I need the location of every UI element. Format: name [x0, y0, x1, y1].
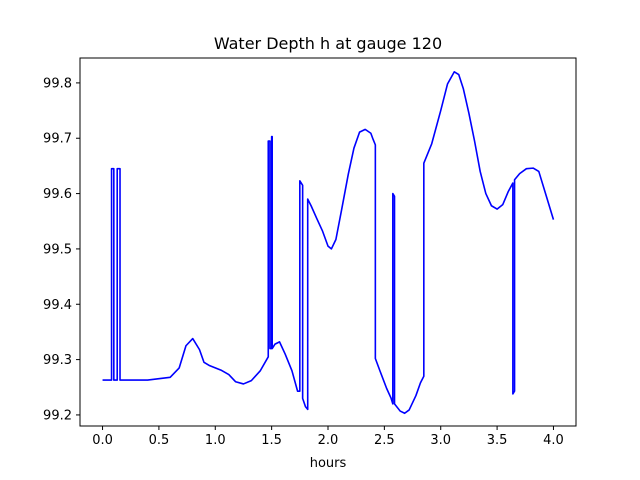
- x-tick-label: 1.5: [261, 433, 282, 448]
- x-tick-label: 0.0: [92, 433, 113, 448]
- y-tick-label: 99.7: [43, 132, 72, 147]
- plot-area: [80, 58, 576, 426]
- y-axis-ticks: 99.2 99.3 99.4 99.5 99.6 99.7 99.8: [43, 76, 80, 423]
- series-layer: [102, 71, 555, 415]
- x-tick-label: 2.5: [374, 433, 395, 448]
- x-tick-label: 2.0: [318, 433, 339, 448]
- y-tick-label: 99.2: [43, 408, 72, 423]
- y-tick-label: 99.5: [43, 242, 72, 257]
- x-tick-label: 4.0: [543, 433, 564, 448]
- x-tick-label: 3.0: [430, 433, 451, 448]
- x-tick-label: 3.5: [487, 433, 508, 448]
- x-tick-label: 0.5: [149, 433, 170, 448]
- y-tick-label: 99.6: [43, 187, 72, 202]
- y-tick-label: 99.3: [43, 353, 72, 368]
- series-line-0: [102, 71, 555, 415]
- y-tick-label: 99.4: [43, 298, 72, 313]
- x-tick-label: 1.0: [205, 433, 226, 448]
- x-axis-ticks: 0.0 0.5 1.0 1.5 2.0 2.5 3.0 3.5 4.0: [92, 426, 564, 448]
- chart-title: Water Depth h at gauge 120: [214, 34, 442, 53]
- x-axis-label: hours: [310, 456, 347, 471]
- y-tick-label: 99.8: [43, 76, 72, 91]
